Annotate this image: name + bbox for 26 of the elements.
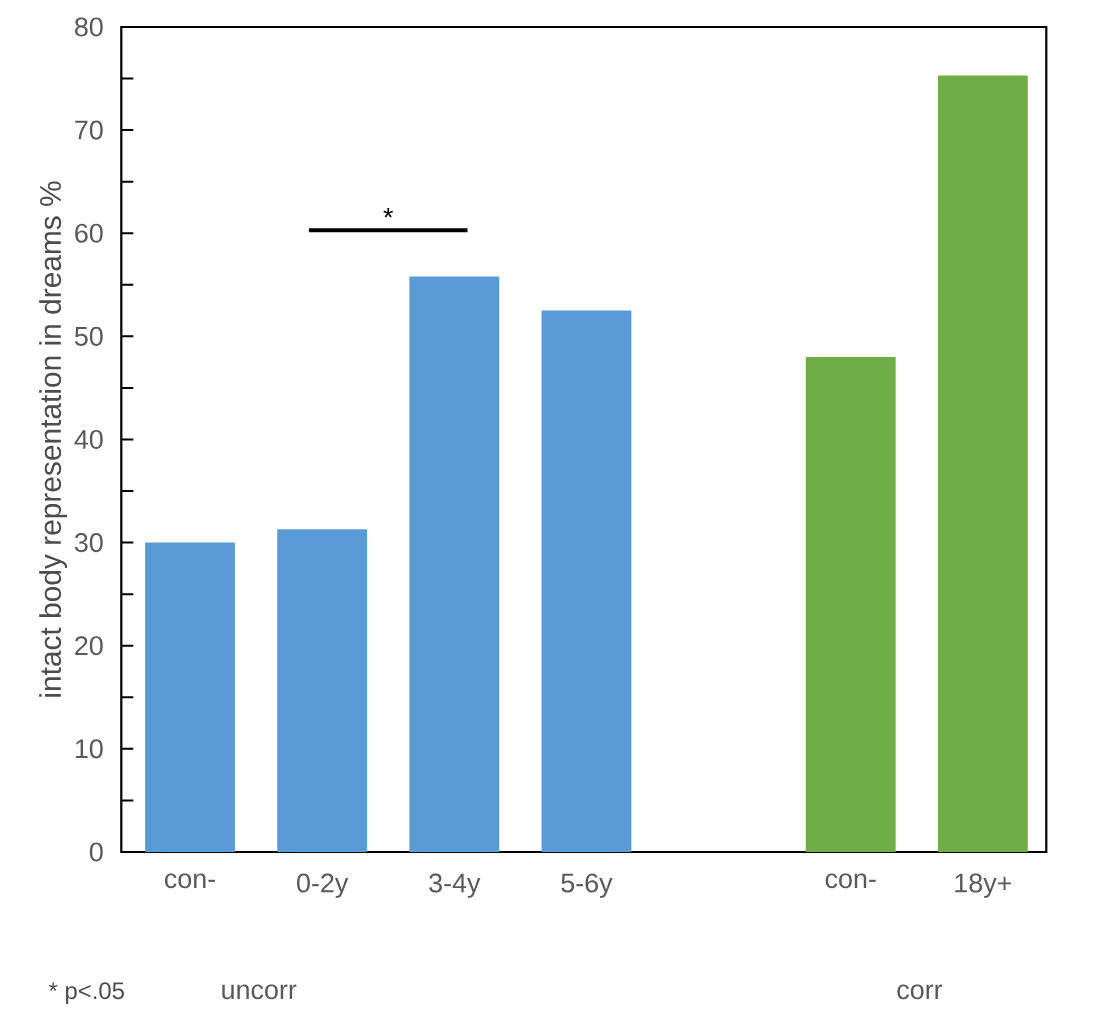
bar [409,276,500,852]
annotation: * [383,208,394,218]
bar [277,529,368,852]
x-tick-label: 0-2y [297,873,349,898]
bar [541,310,632,852]
x-tick-label: con- [164,873,215,889]
y-tick-label: 20 [75,636,103,656]
y-tick-label: 70 [75,120,103,140]
bar [937,75,1028,852]
bar [145,542,235,852]
y-tick-label: 60 [75,223,103,243]
x-tick-label: 3-4y [429,873,481,898]
y-tick-label: 80 [75,17,103,37]
x-tick-label: 18y+ [955,873,1012,898]
text: corr [897,984,943,1000]
y-tick-label: 10 [75,739,103,759]
bar [805,356,896,852]
text: * p<.05 [48,982,124,1004]
text: uncorr [222,984,297,1000]
y-tick-label: 40 [74,429,103,450]
x-tick-label: con- [825,873,876,889]
y-tick-label: 30 [74,533,103,553]
x-tick-label: 5-6y [561,873,613,898]
y-tick-label: 0 [89,842,103,862]
y-tick-label: 50 [74,326,103,346]
y-axis-title: intact body representation in dreams % [39,181,68,697]
